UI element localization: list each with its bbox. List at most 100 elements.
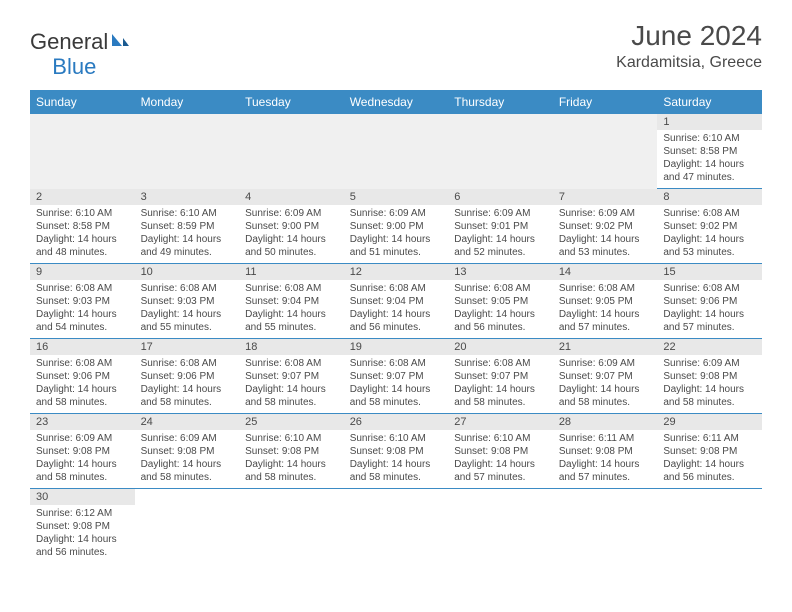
daylight-line-2: and 58 minutes.	[245, 396, 338, 409]
day-header-thursday: Thursday	[448, 90, 553, 114]
day-cell: 16Sunrise: 6:08 AMSunset: 9:06 PMDayligh…	[30, 339, 135, 414]
day-number: 3	[135, 189, 240, 205]
day-content: Sunrise: 6:08 AMSunset: 9:02 PMDaylight:…	[657, 205, 762, 263]
daylight-line-2: and 58 minutes.	[350, 396, 443, 409]
day-number: 25	[239, 414, 344, 430]
sunrise-line: Sunrise: 6:08 AM	[559, 282, 652, 295]
sunrise-line: Sunrise: 6:11 AM	[663, 432, 756, 445]
day-cell: 7Sunrise: 6:09 AMSunset: 9:02 PMDaylight…	[553, 189, 658, 264]
day-cell	[135, 489, 240, 564]
sunset-line: Sunset: 9:08 PM	[663, 370, 756, 383]
day-cell: 2Sunrise: 6:10 AMSunset: 8:58 PMDaylight…	[30, 189, 135, 264]
daylight-line-1: Daylight: 14 hours	[454, 233, 547, 246]
sunset-line: Sunset: 8:58 PM	[36, 220, 129, 233]
sunset-line: Sunset: 8:58 PM	[663, 145, 756, 158]
sunset-line: Sunset: 9:08 PM	[245, 445, 338, 458]
daylight-line-1: Daylight: 14 hours	[663, 383, 756, 396]
sunset-line: Sunset: 9:07 PM	[350, 370, 443, 383]
daylight-line-1: Daylight: 14 hours	[663, 158, 756, 171]
day-cell	[344, 114, 449, 189]
day-cell	[135, 114, 240, 189]
sunrise-line: Sunrise: 6:08 AM	[454, 282, 547, 295]
day-content: Sunrise: 6:08 AMSunset: 9:03 PMDaylight:…	[30, 280, 135, 338]
day-number: 7	[553, 189, 658, 205]
sunrise-line: Sunrise: 6:08 AM	[141, 357, 234, 370]
day-content: Sunrise: 6:10 AMSunset: 9:08 PMDaylight:…	[239, 430, 344, 488]
daylight-line-2: and 53 minutes.	[663, 246, 756, 259]
daylight-line-1: Daylight: 14 hours	[141, 308, 234, 321]
daylight-line-1: Daylight: 14 hours	[245, 458, 338, 471]
daylight-line-2: and 51 minutes.	[350, 246, 443, 259]
daylight-line-1: Daylight: 14 hours	[36, 383, 129, 396]
daylight-line-1: Daylight: 14 hours	[454, 383, 547, 396]
day-content: Sunrise: 6:09 AMSunset: 9:01 PMDaylight:…	[448, 205, 553, 263]
daylight-line-1: Daylight: 14 hours	[141, 383, 234, 396]
daylight-line-2: and 58 minutes.	[245, 471, 338, 484]
daylight-line-2: and 58 minutes.	[141, 471, 234, 484]
day-cell	[448, 489, 553, 564]
day-content: Sunrise: 6:08 AMSunset: 9:04 PMDaylight:…	[344, 280, 449, 338]
sunset-line: Sunset: 9:07 PM	[454, 370, 547, 383]
day-number: 24	[135, 414, 240, 430]
sunset-line: Sunset: 9:03 PM	[141, 295, 234, 308]
daylight-line-2: and 58 minutes.	[141, 396, 234, 409]
daylight-line-2: and 53 minutes.	[559, 246, 652, 259]
day-cell: 15Sunrise: 6:08 AMSunset: 9:06 PMDayligh…	[657, 264, 762, 339]
day-number: 18	[239, 339, 344, 355]
day-number: 19	[344, 339, 449, 355]
logo-text-blue: Blue	[52, 54, 96, 80]
daylight-line-1: Daylight: 14 hours	[350, 233, 443, 246]
daylight-line-1: Daylight: 14 hours	[36, 233, 129, 246]
day-cell: 21Sunrise: 6:09 AMSunset: 9:07 PMDayligh…	[553, 339, 658, 414]
day-cell	[553, 489, 658, 564]
day-number: 20	[448, 339, 553, 355]
day-number: 4	[239, 189, 344, 205]
sunset-line: Sunset: 9:07 PM	[245, 370, 338, 383]
sunrise-line: Sunrise: 6:08 AM	[36, 282, 129, 295]
day-cell: 19Sunrise: 6:08 AMSunset: 9:07 PMDayligh…	[344, 339, 449, 414]
day-cell: 25Sunrise: 6:10 AMSunset: 9:08 PMDayligh…	[239, 414, 344, 489]
sunrise-line: Sunrise: 6:08 AM	[663, 207, 756, 220]
day-cell: 18Sunrise: 6:08 AMSunset: 9:07 PMDayligh…	[239, 339, 344, 414]
daylight-line-2: and 56 minutes.	[663, 471, 756, 484]
daylight-line-2: and 58 minutes.	[36, 396, 129, 409]
day-number: 1	[657, 114, 762, 130]
day-cell	[553, 114, 658, 189]
sunset-line: Sunset: 9:08 PM	[454, 445, 547, 458]
daylight-line-1: Daylight: 14 hours	[141, 233, 234, 246]
sunrise-line: Sunrise: 6:09 AM	[454, 207, 547, 220]
week-row: 1Sunrise: 6:10 AMSunset: 8:58 PMDaylight…	[30, 114, 762, 189]
day-content: Sunrise: 6:10 AMSunset: 9:08 PMDaylight:…	[448, 430, 553, 488]
day-content: Sunrise: 6:08 AMSunset: 9:06 PMDaylight:…	[30, 355, 135, 413]
day-content: Sunrise: 6:09 AMSunset: 9:00 PMDaylight:…	[239, 205, 344, 263]
week-row: 9Sunrise: 6:08 AMSunset: 9:03 PMDaylight…	[30, 264, 762, 339]
week-row: 30Sunrise: 6:12 AMSunset: 9:08 PMDayligh…	[30, 489, 762, 564]
daylight-line-1: Daylight: 14 hours	[141, 458, 234, 471]
day-cell: 13Sunrise: 6:08 AMSunset: 9:05 PMDayligh…	[448, 264, 553, 339]
calendar-body: 1Sunrise: 6:10 AMSunset: 8:58 PMDaylight…	[30, 114, 762, 563]
daylight-line-1: Daylight: 14 hours	[663, 458, 756, 471]
daylight-line-2: and 48 minutes.	[36, 246, 129, 259]
daylight-line-1: Daylight: 14 hours	[36, 308, 129, 321]
sunset-line: Sunset: 9:05 PM	[454, 295, 547, 308]
day-content: Sunrise: 6:10 AMSunset: 9:08 PMDaylight:…	[344, 430, 449, 488]
logo-text-general: General	[30, 29, 108, 55]
daylight-line-2: and 58 minutes.	[454, 396, 547, 409]
sunrise-line: Sunrise: 6:08 AM	[245, 282, 338, 295]
day-cell: 26Sunrise: 6:10 AMSunset: 9:08 PMDayligh…	[344, 414, 449, 489]
day-number: 16	[30, 339, 135, 355]
daylight-line-2: and 58 minutes.	[350, 471, 443, 484]
sunrise-line: Sunrise: 6:10 AM	[350, 432, 443, 445]
daylight-line-2: and 50 minutes.	[245, 246, 338, 259]
sunset-line: Sunset: 9:06 PM	[663, 295, 756, 308]
day-content: Sunrise: 6:08 AMSunset: 9:06 PMDaylight:…	[657, 280, 762, 338]
day-cell	[239, 489, 344, 564]
day-content: Sunrise: 6:08 AMSunset: 9:04 PMDaylight:…	[239, 280, 344, 338]
day-cell	[448, 114, 553, 189]
daylight-line-1: Daylight: 14 hours	[245, 308, 338, 321]
sunset-line: Sunset: 9:08 PM	[36, 445, 129, 458]
daylight-line-2: and 57 minutes.	[663, 321, 756, 334]
sunrise-line: Sunrise: 6:08 AM	[350, 282, 443, 295]
day-cell: 20Sunrise: 6:08 AMSunset: 9:07 PMDayligh…	[448, 339, 553, 414]
daylight-line-1: Daylight: 14 hours	[454, 308, 547, 321]
